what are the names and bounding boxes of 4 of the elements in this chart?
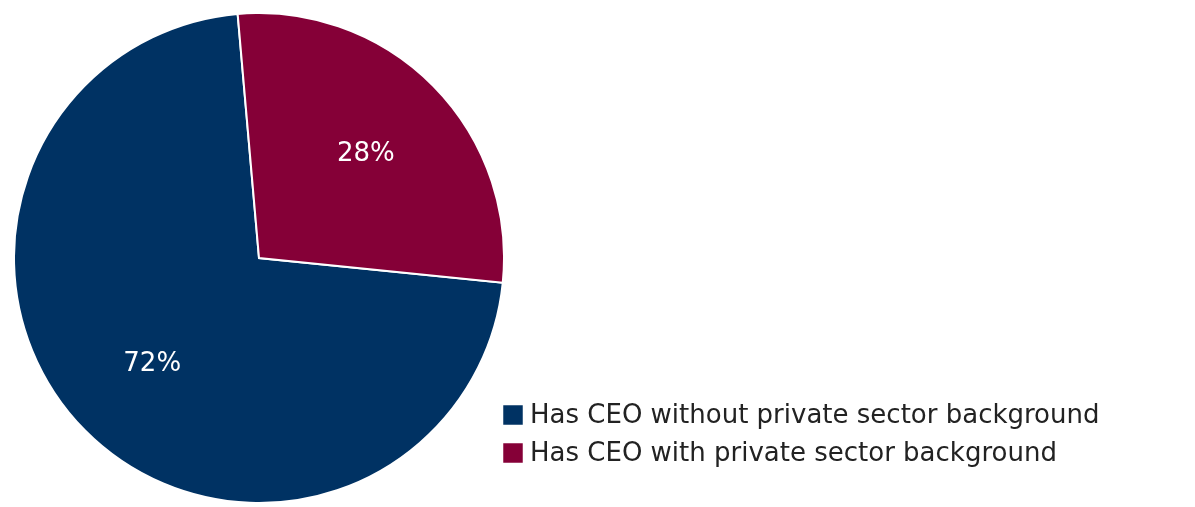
data-label: 72% (123, 347, 182, 378)
legend-label: Has CEO without private sector background (530, 399, 1100, 429)
legend-label: Has CEO with private sector background (530, 437, 1057, 467)
data-label: 28% (336, 136, 395, 167)
